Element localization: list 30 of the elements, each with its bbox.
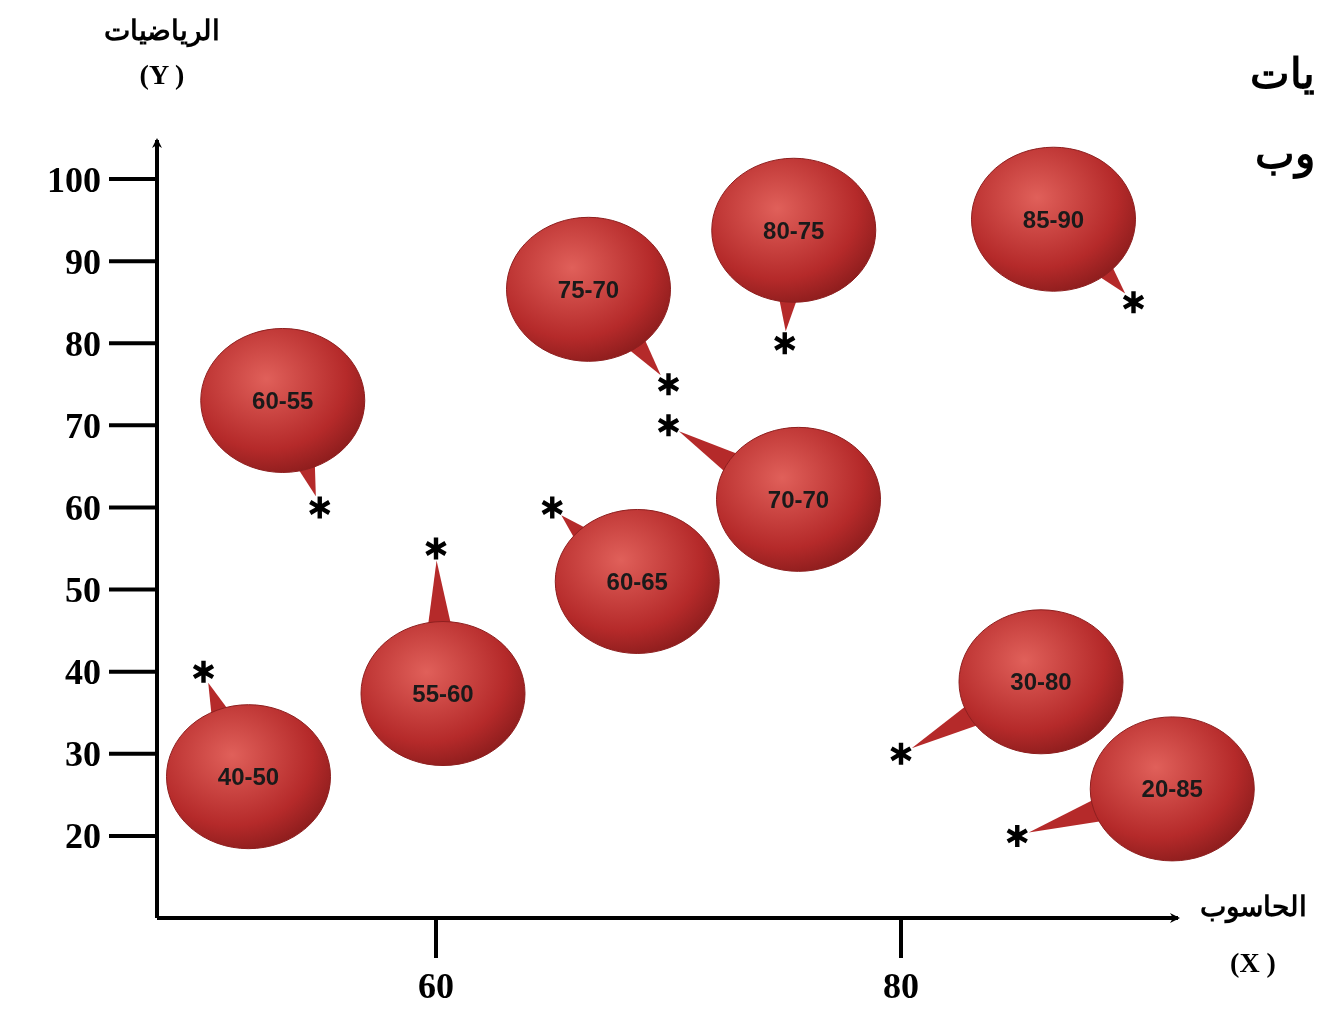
point bbox=[425, 537, 447, 560]
point bbox=[309, 496, 331, 519]
annotation: 30-80 bbox=[1010, 668, 1072, 696]
y-tick-label: 60 bbox=[65, 488, 101, 529]
annotation: 70-70 bbox=[767, 485, 830, 513]
y-tick-label: 50 bbox=[65, 570, 101, 611]
point bbox=[1006, 824, 1028, 847]
point bbox=[657, 373, 680, 396]
y-tick-label: 80 bbox=[65, 323, 101, 364]
y-tick-label: 40 bbox=[65, 652, 101, 693]
annotation: 40-50 bbox=[217, 763, 280, 791]
annotation: 85-90 bbox=[1022, 205, 1085, 233]
annotation: 80-75 bbox=[763, 216, 825, 244]
annotation: 55-60 bbox=[412, 679, 474, 707]
point bbox=[1122, 291, 1145, 314]
annotation: 20-85 bbox=[1141, 775, 1203, 803]
annotation: 75-70 bbox=[557, 275, 620, 303]
point bbox=[541, 496, 563, 519]
annotation: 60-65 bbox=[606, 567, 668, 595]
y-tick-label: 70 bbox=[65, 405, 101, 446]
point bbox=[890, 742, 912, 765]
y-tick-label: 30 bbox=[65, 734, 101, 775]
annotation: 60-55 bbox=[252, 386, 314, 414]
point bbox=[192, 660, 215, 683]
y-tick-label: 20 bbox=[65, 816, 101, 857]
point bbox=[657, 414, 680, 437]
point bbox=[774, 332, 796, 355]
y-tick-label: 100 bbox=[47, 159, 101, 200]
y-tick-label: 90 bbox=[65, 241, 101, 282]
text: يات وب bbox=[1250, 51, 1315, 179]
